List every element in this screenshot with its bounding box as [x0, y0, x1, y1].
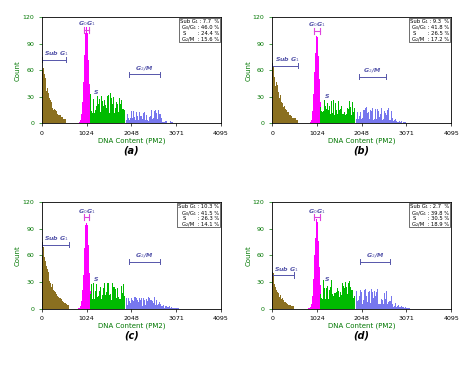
X-axis label: DNA Content (PM2): DNA Content (PM2)	[98, 138, 165, 144]
Text: (c): (c)	[124, 330, 139, 341]
Text: G$_2$/M: G$_2$/M	[135, 64, 154, 73]
Text: Sub G₁ : 7.7  %
G₀/G₁ : 46.0 %
S       : 24.4 %
G₂/M  : 15.6 %: Sub G₁ : 7.7 % G₀/G₁ : 46.0 % S : 24.4 %…	[180, 19, 219, 42]
Text: Sub G₁ : 10.3 %
G₀/G₁ : 41.5 %
S       : 26.3 %
G₂/M  : 14.1 %: Sub G₁ : 10.3 % G₀/G₁ : 41.5 % S : 26.3 …	[178, 204, 219, 227]
Y-axis label: Count: Count	[246, 245, 251, 266]
Text: G$_0$G$_1$: G$_0$G$_1$	[308, 20, 326, 30]
Text: (a): (a)	[123, 145, 139, 155]
Text: G$_2$/M: G$_2$/M	[365, 251, 384, 260]
Text: G$_0$G$_1$: G$_0$G$_1$	[308, 207, 326, 216]
Text: S: S	[325, 94, 329, 99]
X-axis label: DNA Content (PM2): DNA Content (PM2)	[328, 138, 395, 144]
Y-axis label: Count: Count	[246, 60, 251, 81]
Text: S: S	[94, 277, 99, 282]
X-axis label: DNA Content (PM2): DNA Content (PM2)	[98, 323, 165, 329]
Text: (b): (b)	[354, 145, 370, 155]
Text: Sub G$_1$: Sub G$_1$	[274, 265, 300, 273]
Text: Sub G₁ : 2.7  %
G₀/G₁ : 39.8 %
S       : 30.5 %
G₂/M  : 18.9 %: Sub G₁ : 2.7 % G₀/G₁ : 39.8 % S : 30.5 %…	[410, 204, 449, 227]
Y-axis label: Count: Count	[15, 245, 21, 266]
Text: Sub G₁ : 9.3  %
G₀/G₁ : 41.8 %
S       : 26.5 %
G₂/M  : 17.2 %: Sub G₁ : 9.3 % G₀/G₁ : 41.8 % S : 26.5 %…	[410, 19, 449, 42]
Y-axis label: Count: Count	[15, 60, 21, 81]
Text: Sub G$_1$: Sub G$_1$	[275, 55, 300, 65]
Text: G$_2$/M: G$_2$/M	[363, 66, 382, 75]
Text: Sub G$_1$: Sub G$_1$	[44, 49, 69, 58]
Text: G$_0$G$_1$: G$_0$G$_1$	[78, 19, 95, 28]
Text: (d): (d)	[354, 330, 370, 341]
X-axis label: DNA Content (PM2): DNA Content (PM2)	[328, 323, 395, 329]
Text: S: S	[325, 277, 329, 282]
Text: G$_0$G$_1$: G$_0$G$_1$	[78, 207, 95, 216]
Text: G$_2$/M: G$_2$/M	[135, 251, 154, 260]
Text: S: S	[94, 90, 99, 95]
Text: Sub G$_1$: Sub G$_1$	[45, 234, 70, 243]
